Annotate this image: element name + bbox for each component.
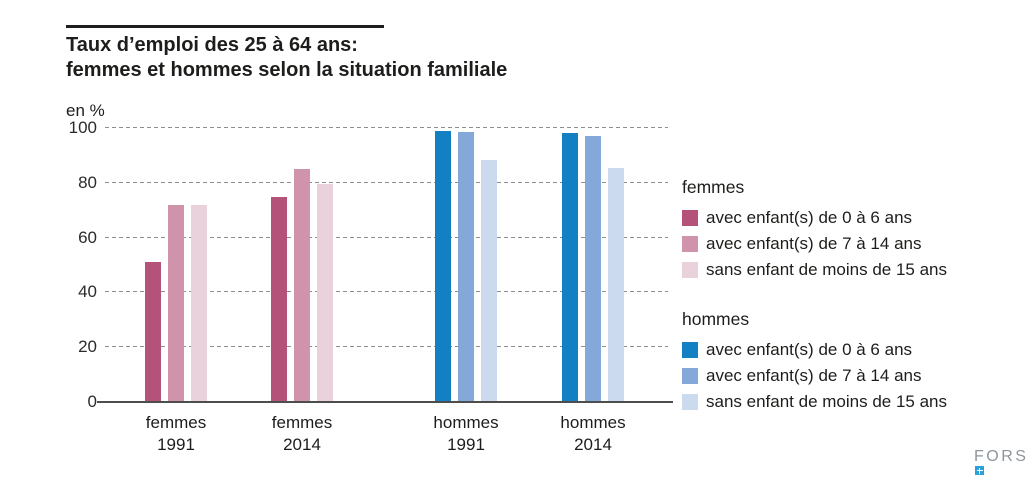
legend-swatch-femmes-7-14-icon [682, 236, 698, 252]
bar-femmes-1991-serie0 [145, 262, 161, 402]
bar-hommes-2014-serie0 [562, 133, 578, 402]
title-rule [66, 25, 384, 28]
x-tick-label-femmes-2014: femmes 2014 [271, 413, 333, 454]
x-tick-label-femmes-1991: femmes 1991 [145, 413, 207, 454]
gridline-20 [105, 346, 668, 348]
legend-row: avec enfant(s) de 7 à 14 ans [682, 231, 947, 257]
legend-row: avec enfant(s) de 0 à 6 ans [682, 205, 947, 231]
legend-label: sans enfant de moins de 15 ans [706, 260, 947, 279]
y-tick-label-40: 40 [78, 282, 97, 302]
legend-title-femmes: femmes [682, 177, 745, 197]
legend-row: avec enfant(s) de 0 à 6 ans [682, 337, 947, 363]
bar-femmes-1991-serie2 [191, 204, 207, 402]
bar-femmes-2014-serie0 [271, 196, 287, 402]
bar-hommes-1991-serie1 [458, 132, 474, 402]
chart-title-line1: Taux d’emploi des 25 à 64 ans: [66, 34, 358, 56]
bar-hommes-2014-serie1 [585, 136, 601, 402]
bar-hommes-1991-serie2 [481, 159, 497, 402]
legend-row: sans enfant de moins de 15 ans [682, 389, 947, 415]
legend-label: sans enfant de moins de 15 ans [706, 392, 947, 411]
legend-group-hommes: hommes avec enfant(s) de 0 à 6 ans avec … [682, 308, 947, 415]
gridline-40 [105, 291, 668, 293]
legend-label: avec enfant(s) de 0 à 6 ans [706, 340, 913, 359]
legend-label: avec enfant(s) de 7 à 14 ans [706, 234, 922, 253]
legend-label: avec enfant(s) de 7 à 14 ans [706, 366, 922, 385]
legend-swatch-hommes-0-6-icon [682, 342, 698, 358]
legend-swatch-hommes-sans-icon [682, 394, 698, 410]
bar-femmes-2014-serie1 [294, 169, 310, 402]
legend-label: avec enfant(s) de 0 à 6 ans [706, 208, 913, 227]
y-axis-unit-label: en % [66, 101, 105, 120]
gridline-80 [105, 181, 668, 183]
gridline-100 [105, 127, 668, 128]
legend-swatch-femmes-0-6-icon [682, 210, 698, 226]
fors-logo-text: FORS [974, 448, 1029, 465]
y-tick-label-0: 0 [87, 392, 97, 411]
bar-femmes-2014-serie2 [317, 184, 333, 402]
x-axis-baseline [97, 401, 673, 403]
x-tick-label-hommes-1991: hommes 1991 [433, 413, 499, 454]
fors-plus-icon [975, 466, 984, 475]
y-tick-label-20: 20 [78, 337, 97, 357]
x-tick-label-hommes-2014: hommes 2014 [560, 413, 626, 454]
gridline-60 [105, 236, 668, 238]
legend-group-femmes: femmes avec enfant(s) de 0 à 6 ans avec … [682, 176, 947, 283]
legend-row: avec enfant(s) de 7 à 14 ans [682, 363, 947, 389]
y-axis-labels: 0 20 40 60 80 100 [30, 118, 97, 411]
legend-swatch-hommes-7-14-icon [682, 368, 698, 384]
legend-row: sans enfant de moins de 15 ans [682, 257, 947, 283]
y-tick-label-80: 80 [78, 172, 97, 192]
y-tick-label-60: 60 [78, 227, 97, 247]
bar-hommes-1991-serie0 [435, 130, 451, 402]
y-tick-label-100: 100 [68, 118, 97, 137]
chart-title: Taux d’emploi des 25 à 64 ans: femmes et… [66, 33, 507, 83]
legend-swatch-femmes-sans-icon [682, 262, 698, 278]
bar-femmes-1991-serie1 [168, 204, 184, 402]
plot-area [105, 127, 668, 402]
fors-logo: FORS [974, 448, 1035, 486]
chart-legend: femmes avec enfant(s) de 0 à 6 ans avec … [682, 176, 947, 415]
chart-title-line2: femmes et hommes selon la situation fami… [66, 59, 508, 81]
x-axis-labels: femmes 1991 femmes 2014 hommes 1991 hommes 2014 [0, 412, 1035, 462]
bar-hommes-2014-serie2 [608, 167, 624, 402]
legend-title-hommes: hommes [682, 309, 750, 329]
